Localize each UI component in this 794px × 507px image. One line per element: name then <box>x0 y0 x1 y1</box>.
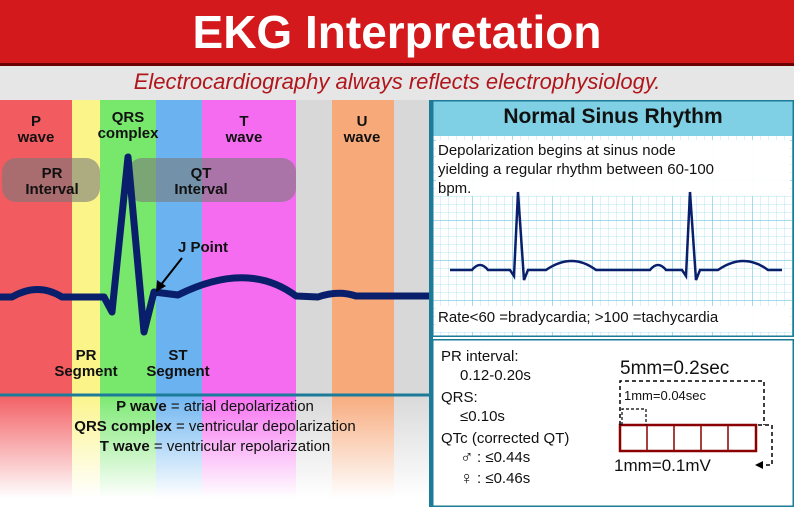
female-icon: ♀ <box>460 468 474 488</box>
t-wave-label: T wave <box>225 113 263 146</box>
j-point-label: J Point <box>177 239 228 256</box>
sinus-heading: Normal Sinus Rhythm <box>503 105 723 128</box>
mm-strip <box>618 423 758 453</box>
male-qtc-value: : ≤0.44s <box>477 449 531 466</box>
intervals-panel <box>432 339 794 507</box>
small-box-scale: 1mm=0.04sec <box>624 388 707 404</box>
legend-item: QRS complex = ventricular depolarization <box>74 418 356 435</box>
ekg-wave-diagram <box>0 100 430 498</box>
pr-interval-label: PR interval: <box>441 348 519 365</box>
legend-item: T wave = ventricular repolarization <box>99 438 331 455</box>
ekg-trace <box>0 153 430 336</box>
page-subtitle: Electrocardiography always reflects elec… <box>133 69 661 94</box>
wave-legend: P wave = atrial depolarization QRS compl… <box>0 397 430 457</box>
sinus-description-1: Depolarization begins at sinus node <box>438 142 676 159</box>
qtc-label: QTc (corrected QT) <box>441 430 570 447</box>
qrs-complex-label: QRS complex <box>97 109 159 142</box>
sinus-description-3: bpm. <box>438 180 472 197</box>
j-point-arrow <box>159 257 183 287</box>
qt-interval-pill <box>128 158 296 202</box>
title-bar <box>0 0 794 66</box>
u-wave-label: U wave <box>343 113 381 146</box>
sinus-trace <box>450 191 782 281</box>
male-icon: ♂ <box>460 447 474 467</box>
st-segment-label: ST Segment <box>146 347 210 380</box>
subtitle-bar <box>0 66 794 100</box>
sinus-description-2: yielding a regular rhythm between 60-100 <box>438 161 714 178</box>
voltage-scale: 1mm=0.1mV <box>614 456 711 475</box>
big-box-scale: 5mm=0.2sec <box>620 358 730 379</box>
panel-divider <box>429 100 433 507</box>
rate-note: Rate<60 =bradycardia; >100 =tachycardia <box>438 309 719 326</box>
sinus-rhythm-panel <box>432 100 794 337</box>
p-wave-label: P wave <box>17 113 55 146</box>
page-title: EKG Interpretation <box>192 6 602 58</box>
female-qtc-value: : ≤0.46s <box>477 470 531 487</box>
pr-interval-pill <box>2 158 100 202</box>
qrs-label: QRS: <box>441 389 478 406</box>
pr-segment-label: PR Segment <box>54 347 118 380</box>
legend-item: P wave = atrial depolarization <box>116 398 314 415</box>
qrs-value: ≤0.10s <box>460 408 505 425</box>
pr-interval-value: 0.12-0.20s <box>460 367 531 384</box>
qt-interval-label: QT Interval <box>174 165 228 198</box>
pr-interval-label: PR Interval <box>25 165 79 198</box>
